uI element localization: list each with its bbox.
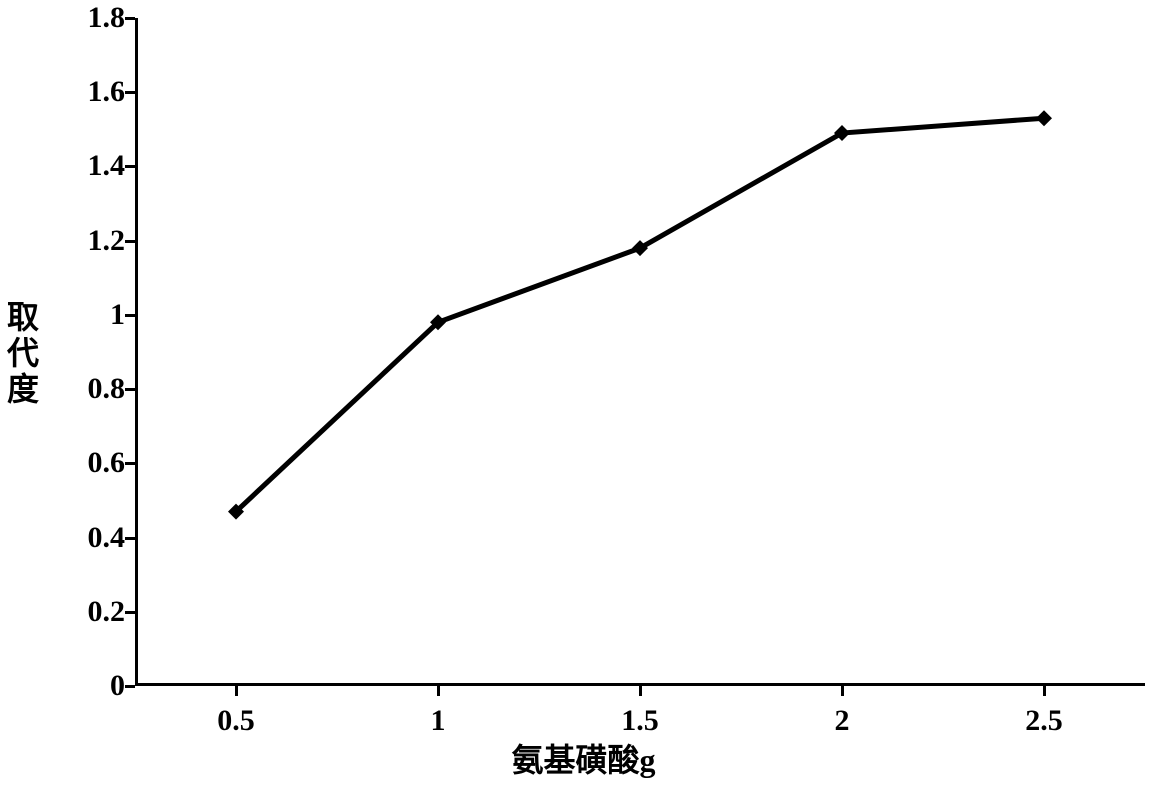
line-series-svg bbox=[135, 18, 1145, 686]
y-tick-label: 0.2 bbox=[35, 595, 125, 629]
y-tick-mark bbox=[125, 91, 135, 94]
y-tick-label: 0.6 bbox=[35, 446, 125, 480]
x-tick-label: 1 bbox=[431, 704, 446, 738]
x-tick-mark bbox=[1043, 686, 1046, 696]
chart-container: 取代度 氨基磺酸g 00.20.40.60.811.21.41.61.80.51… bbox=[0, 0, 1167, 793]
y-tick-mark bbox=[125, 17, 135, 20]
y-tick-mark bbox=[125, 685, 135, 688]
y-tick-label: 1.2 bbox=[35, 224, 125, 258]
y-tick-mark bbox=[125, 240, 135, 243]
y-tick-mark bbox=[125, 165, 135, 168]
x-tick-label: 2.5 bbox=[1025, 704, 1063, 738]
data-line bbox=[236, 118, 1044, 511]
x-tick-mark bbox=[437, 686, 440, 696]
x-axis-title: 氨基磺酸g bbox=[0, 735, 1167, 781]
x-tick-label: 0.5 bbox=[217, 704, 255, 738]
plot-area bbox=[135, 18, 1145, 686]
y-tick-mark bbox=[125, 388, 135, 391]
y-tick-label: 1.8 bbox=[35, 1, 125, 35]
y-tick-label: 0.8 bbox=[35, 372, 125, 406]
x-tick-mark bbox=[639, 686, 642, 696]
y-tick-label: 0 bbox=[35, 669, 125, 703]
x-tick-mark bbox=[235, 686, 238, 696]
data-marker bbox=[1036, 110, 1052, 126]
y-tick-label: 1.4 bbox=[35, 149, 125, 183]
y-tick-label: 0.4 bbox=[35, 521, 125, 555]
y-tick-label: 1.6 bbox=[35, 75, 125, 109]
y-tick-mark bbox=[125, 314, 135, 317]
x-tick-label: 2 bbox=[835, 704, 850, 738]
x-tick-label: 1.5 bbox=[621, 704, 659, 738]
x-tick-mark bbox=[841, 686, 844, 696]
y-tick-mark bbox=[125, 611, 135, 614]
y-tick-label: 1 bbox=[35, 298, 125, 332]
y-tick-mark bbox=[125, 537, 135, 540]
y-tick-mark bbox=[125, 462, 135, 465]
